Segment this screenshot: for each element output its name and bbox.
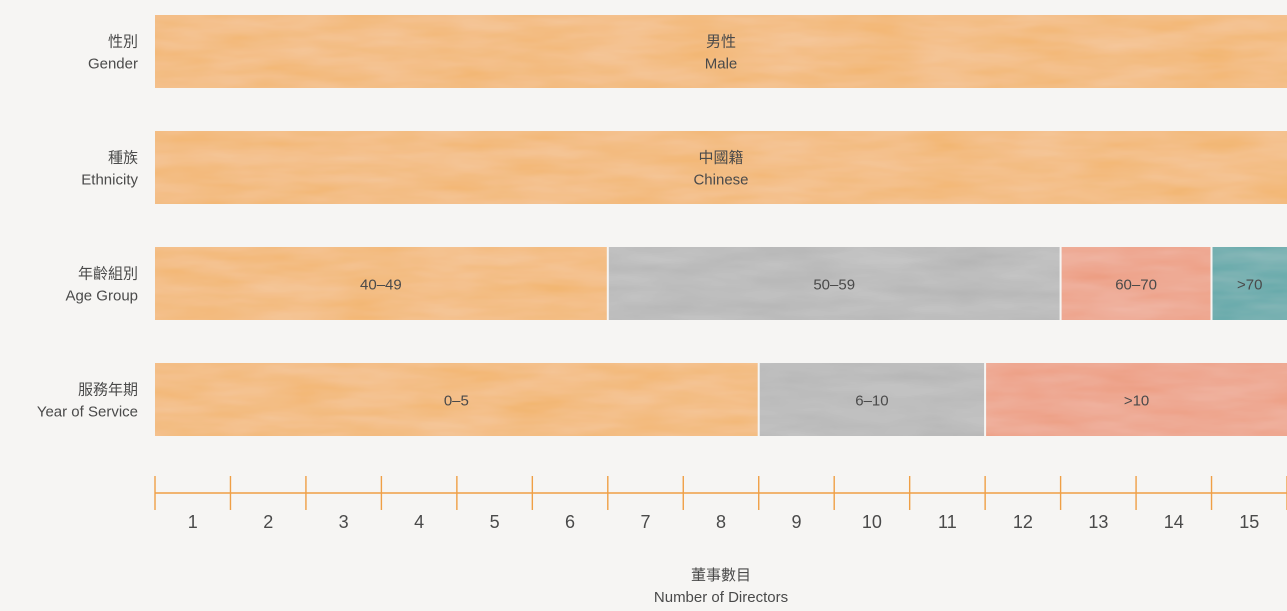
row-label-en: Ethnicity — [81, 172, 138, 189]
x-tick-label: 15 — [1239, 512, 1259, 532]
bar-segment — [1061, 247, 1211, 320]
x-axis-title-zh: 董事數目 — [691, 567, 751, 584]
segment-label: 0–5 — [444, 393, 469, 410]
x-tick-label: 7 — [641, 512, 651, 532]
segment-label-en: Chinese — [693, 172, 748, 189]
x-tick-label: 14 — [1164, 512, 1184, 532]
row-label-zh: 種族 — [108, 150, 138, 167]
segment-label: 40–49 — [360, 277, 402, 294]
bar-segment — [155, 247, 607, 320]
segment-label: >10 — [1124, 393, 1149, 410]
x-tick-label: 13 — [1088, 512, 1108, 532]
bar-segment — [986, 363, 1287, 436]
row-label-zh: 服務年期 — [78, 382, 138, 399]
row-label-zh: 年齡組別 — [78, 266, 138, 283]
x-tick-label: 11 — [938, 512, 957, 532]
segment-label: >70 — [1237, 277, 1262, 294]
bar-segment — [1212, 247, 1287, 320]
segment-label: 50–59 — [813, 277, 855, 294]
x-tick-label: 5 — [490, 512, 500, 532]
x-tick-label: 12 — [1013, 512, 1033, 532]
row-label-en: Gender — [88, 56, 138, 73]
x-tick-label: 3 — [339, 512, 349, 532]
row-label-zh: 性別 — [108, 34, 138, 51]
bar-segment — [759, 363, 985, 436]
segment-label: 60–70 — [1115, 277, 1157, 294]
bar-segment — [155, 363, 758, 436]
bar-segment — [155, 15, 1287, 88]
segment-label-zh: 男性 — [706, 34, 736, 51]
x-axis-title-en: Number of Directors — [654, 589, 788, 606]
x-tick-label: 4 — [414, 512, 424, 532]
row-label-en: Year of Service — [37, 404, 138, 421]
bar-segment — [155, 131, 1287, 204]
x-tick-label: 1 — [188, 512, 198, 532]
segment-label-zh: 中國籍 — [698, 150, 743, 167]
x-tick-label: 10 — [862, 512, 882, 532]
x-tick-label: 9 — [791, 512, 801, 532]
x-tick-label: 2 — [263, 512, 273, 532]
bar-segment — [608, 247, 1060, 320]
segment-label-en: Male — [705, 56, 738, 73]
segment-label: 6–10 — [855, 393, 888, 410]
x-tick-label: 8 — [716, 512, 726, 532]
x-tick-label: 6 — [565, 512, 575, 532]
row-label-en: Age Group — [65, 288, 138, 305]
